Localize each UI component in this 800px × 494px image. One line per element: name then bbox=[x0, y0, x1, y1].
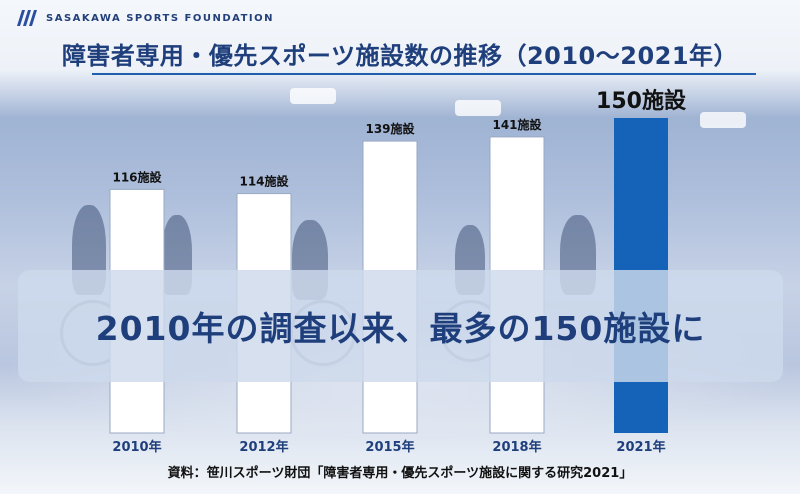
chart-title: 障害者専用・優先スポーツ施設数の推移（2010～2021年） bbox=[61, 42, 739, 70]
logo-text: SASAKAWA SPORTS FOUNDATION bbox=[46, 12, 275, 24]
stripes-logo-icon bbox=[17, 10, 37, 26]
data-label-2018年: 141施設 bbox=[492, 117, 542, 132]
x-tick-label-2018年: 2018年 bbox=[492, 439, 541, 455]
x-tick-label-2012年: 2012年 bbox=[239, 439, 288, 455]
data-label-2021年: 150施設 bbox=[596, 88, 687, 114]
data-label-2010年: 116施設 bbox=[112, 169, 162, 184]
data-label-2015年: 139施設 bbox=[365, 121, 415, 136]
x-tick-label-2010年: 2010年 bbox=[112, 439, 161, 455]
source-note: 資料：笹川スポーツ財団「障害者専用・優先スポーツ施設に関する研究2021」 bbox=[167, 466, 633, 481]
data-label-2012年: 114施設 bbox=[239, 174, 289, 189]
x-tick-label-2015年: 2015年 bbox=[365, 439, 414, 455]
foundation-logo: SASAKAWA SPORTS FOUNDATION bbox=[14, 10, 274, 26]
headline-text: 2010年の調査以来、最多の150施設に bbox=[95, 309, 706, 348]
x-tick-label-2021年: 2021年 bbox=[616, 439, 665, 455]
title-underline bbox=[92, 73, 756, 75]
headline-banner: 2010年の調査以来、最多の150施設に bbox=[18, 270, 783, 382]
